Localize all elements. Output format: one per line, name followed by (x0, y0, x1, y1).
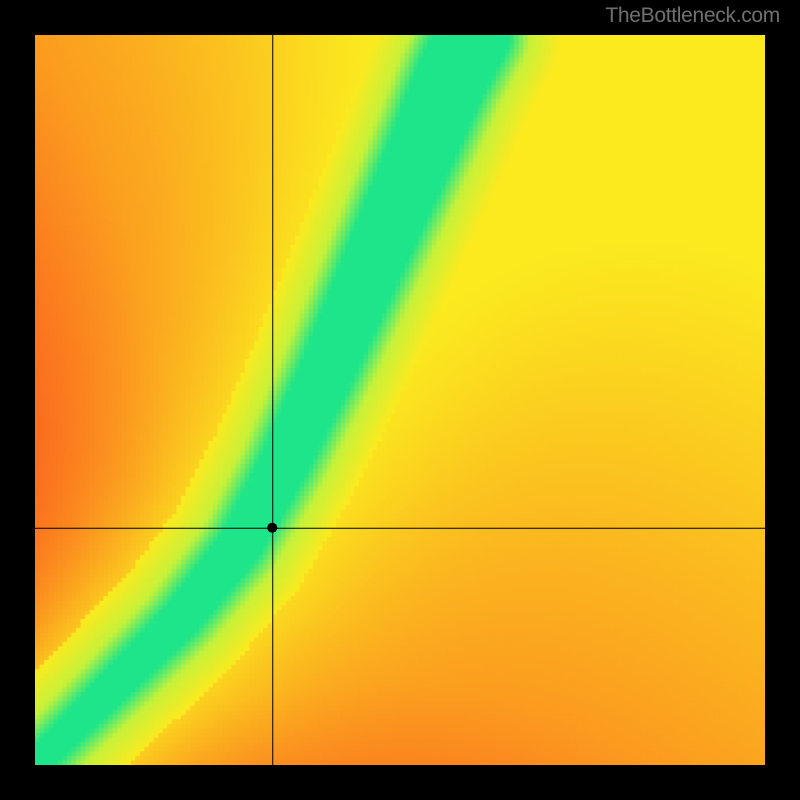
heatmap-canvas (35, 35, 765, 765)
watermark-text: TheBottleneck.com (605, 4, 780, 28)
bottleneck-heatmap (35, 35, 765, 765)
